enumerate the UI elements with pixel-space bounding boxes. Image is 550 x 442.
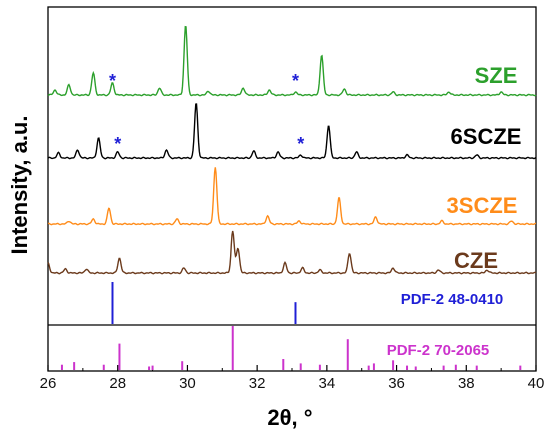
x-tick-label-38: 38 xyxy=(458,375,475,392)
series-line-cze xyxy=(47,230,537,275)
impurity-marker-sze-1: * xyxy=(292,71,299,91)
impurity-marker-6scze-0: * xyxy=(114,134,121,154)
y-axis-title: Intensity, a.u. xyxy=(7,116,32,255)
x-tick-label-40: 40 xyxy=(528,375,545,392)
series-label-3scze: 3SCZE xyxy=(447,193,518,218)
impurity-marker-6scze-1: * xyxy=(297,134,304,154)
x-tick-label-36: 36 xyxy=(388,375,405,392)
series-line-sze xyxy=(47,25,537,97)
series-label-sze: SZE xyxy=(475,63,518,88)
x-tick-label-30: 30 xyxy=(179,375,196,392)
plot-area: 26 28 30 32 34 36 38 40 SZE * * 6SCZE * * 3SCZE CZE PDF-… xyxy=(40,6,545,392)
plot-frame xyxy=(47,6,537,372)
series-label-6scze: 6SCZE xyxy=(451,124,522,149)
series-line-3scze xyxy=(47,167,537,226)
reference-label-0: PDF-2 48-0410 xyxy=(401,291,504,308)
x-tick-label-32: 32 xyxy=(249,375,266,392)
series-line-6scze xyxy=(47,103,537,160)
x-tick-label-28: 28 xyxy=(109,375,126,392)
x-tick-label-26: 26 xyxy=(40,375,57,392)
reference-label-1: PDF-2 70-2065 xyxy=(387,342,490,359)
x-tick-label-34: 34 xyxy=(319,375,336,392)
x-axis-title: 2θ, ° xyxy=(267,405,312,430)
impurity-marker-sze-0: * xyxy=(109,71,116,91)
series-label-cze: CZE xyxy=(454,248,498,273)
